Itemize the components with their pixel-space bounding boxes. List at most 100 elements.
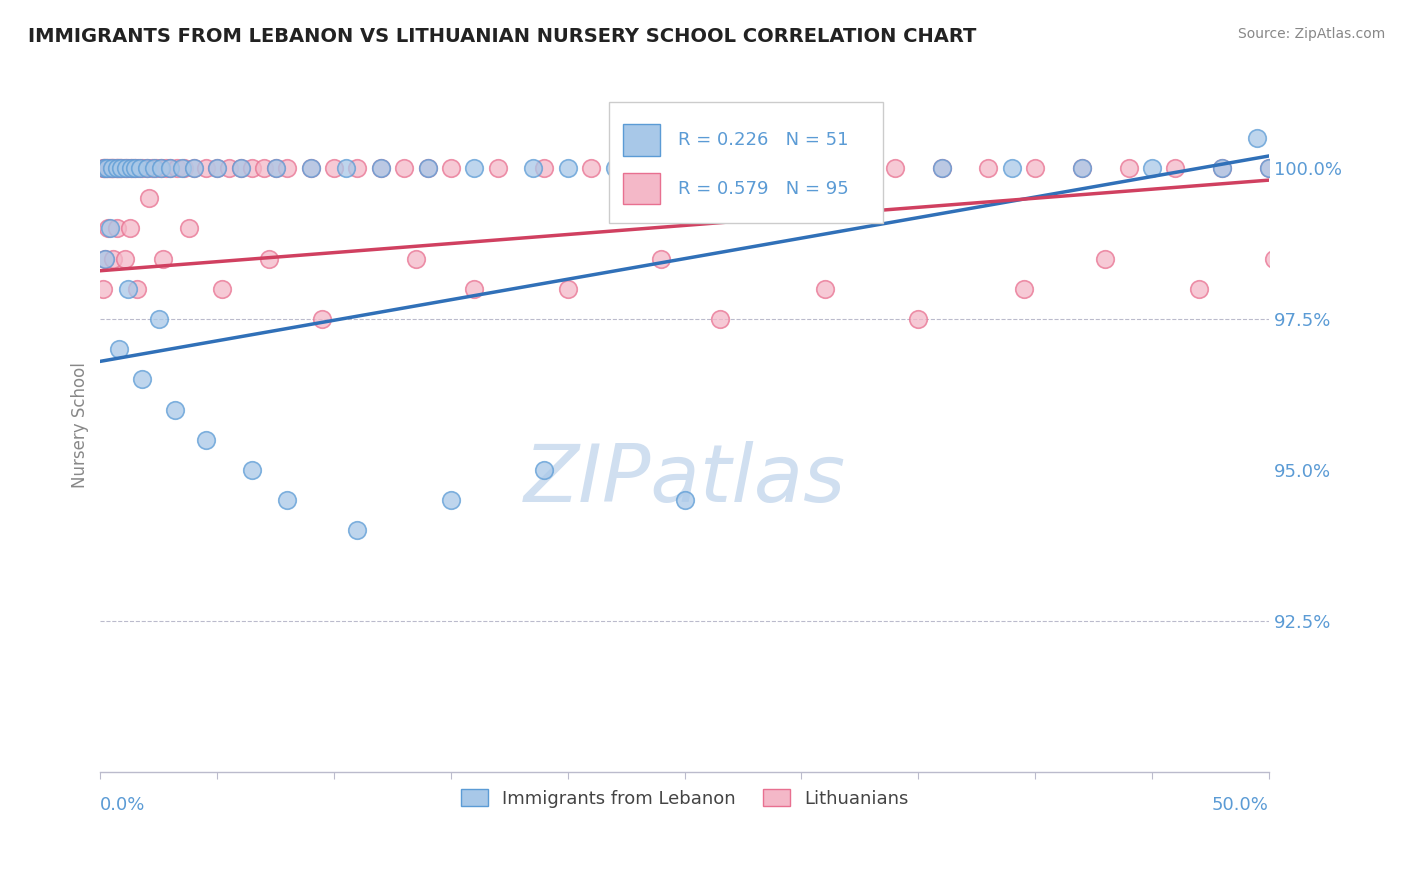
Point xyxy=(114,252,136,266)
Point xyxy=(107,161,129,175)
Point xyxy=(129,161,152,175)
Point xyxy=(120,161,142,175)
Point xyxy=(1001,161,1024,175)
Point xyxy=(346,524,368,538)
Point xyxy=(136,161,159,175)
Bar xyxy=(623,124,659,155)
Point xyxy=(790,161,813,175)
Point xyxy=(211,282,233,296)
Point xyxy=(257,252,280,266)
Point xyxy=(1094,252,1116,266)
Point xyxy=(122,161,145,175)
Point xyxy=(101,161,124,175)
Point xyxy=(650,252,672,266)
Point xyxy=(183,161,205,175)
Point xyxy=(1024,161,1046,175)
Point xyxy=(166,161,188,175)
Point xyxy=(720,161,742,175)
Point xyxy=(370,161,392,175)
Point xyxy=(96,161,118,175)
Point xyxy=(96,161,118,175)
Point xyxy=(103,161,125,175)
Point xyxy=(276,493,298,508)
Point xyxy=(136,161,159,175)
Point xyxy=(486,161,509,175)
Point xyxy=(931,161,953,175)
Point xyxy=(94,161,117,175)
Point xyxy=(557,282,579,296)
Point xyxy=(253,161,276,175)
Point xyxy=(104,161,127,175)
Point xyxy=(172,161,194,175)
Point xyxy=(97,221,120,235)
Point xyxy=(125,282,148,296)
Point xyxy=(1258,161,1281,175)
Point xyxy=(94,252,117,266)
Point xyxy=(240,161,263,175)
Point xyxy=(105,221,128,235)
Point xyxy=(405,252,427,266)
Point xyxy=(131,372,153,386)
Point xyxy=(159,161,181,175)
Point xyxy=(884,161,907,175)
Point xyxy=(108,343,131,357)
Point xyxy=(218,161,240,175)
Point xyxy=(416,161,439,175)
Point xyxy=(1211,161,1233,175)
Point xyxy=(110,161,132,175)
Point xyxy=(150,161,173,175)
Point xyxy=(91,161,114,175)
Point xyxy=(533,463,555,477)
Point xyxy=(264,161,287,175)
Point xyxy=(194,161,217,175)
Point xyxy=(117,161,139,175)
Point xyxy=(673,493,696,508)
Y-axis label: Nursery School: Nursery School xyxy=(72,362,89,488)
Point xyxy=(370,161,392,175)
Point xyxy=(440,493,463,508)
Point xyxy=(533,161,555,175)
Point xyxy=(97,161,120,175)
Point xyxy=(416,161,439,175)
Point xyxy=(108,161,131,175)
Bar xyxy=(623,173,659,204)
Point xyxy=(159,161,181,175)
Point xyxy=(155,161,177,175)
Point xyxy=(907,312,929,326)
Point xyxy=(112,161,135,175)
Point xyxy=(522,161,544,175)
Point xyxy=(264,161,287,175)
Point xyxy=(98,161,121,175)
Point xyxy=(650,161,672,175)
Point xyxy=(173,161,195,175)
Point xyxy=(335,161,357,175)
Point xyxy=(837,161,859,175)
Point xyxy=(96,161,118,175)
Point xyxy=(1071,161,1094,175)
Point xyxy=(673,161,696,175)
Point xyxy=(141,161,163,175)
Point xyxy=(977,161,1000,175)
Point xyxy=(463,161,485,175)
Point xyxy=(165,402,187,417)
Point xyxy=(115,161,138,175)
Point xyxy=(603,161,626,175)
Text: 50.0%: 50.0% xyxy=(1212,797,1270,814)
Point xyxy=(931,161,953,175)
Point xyxy=(860,161,883,175)
Text: ZIPatlas: ZIPatlas xyxy=(523,442,845,519)
Point xyxy=(720,161,742,175)
Point xyxy=(440,161,463,175)
Point xyxy=(117,282,139,296)
Point xyxy=(1263,252,1285,266)
Point xyxy=(229,161,252,175)
Point xyxy=(1118,161,1140,175)
Point xyxy=(127,161,149,175)
Point xyxy=(91,282,114,296)
Point xyxy=(627,161,650,175)
FancyBboxPatch shape xyxy=(609,102,883,223)
Text: 0.0%: 0.0% xyxy=(100,797,146,814)
Point xyxy=(240,463,263,477)
Point xyxy=(194,433,217,447)
Point xyxy=(205,161,228,175)
